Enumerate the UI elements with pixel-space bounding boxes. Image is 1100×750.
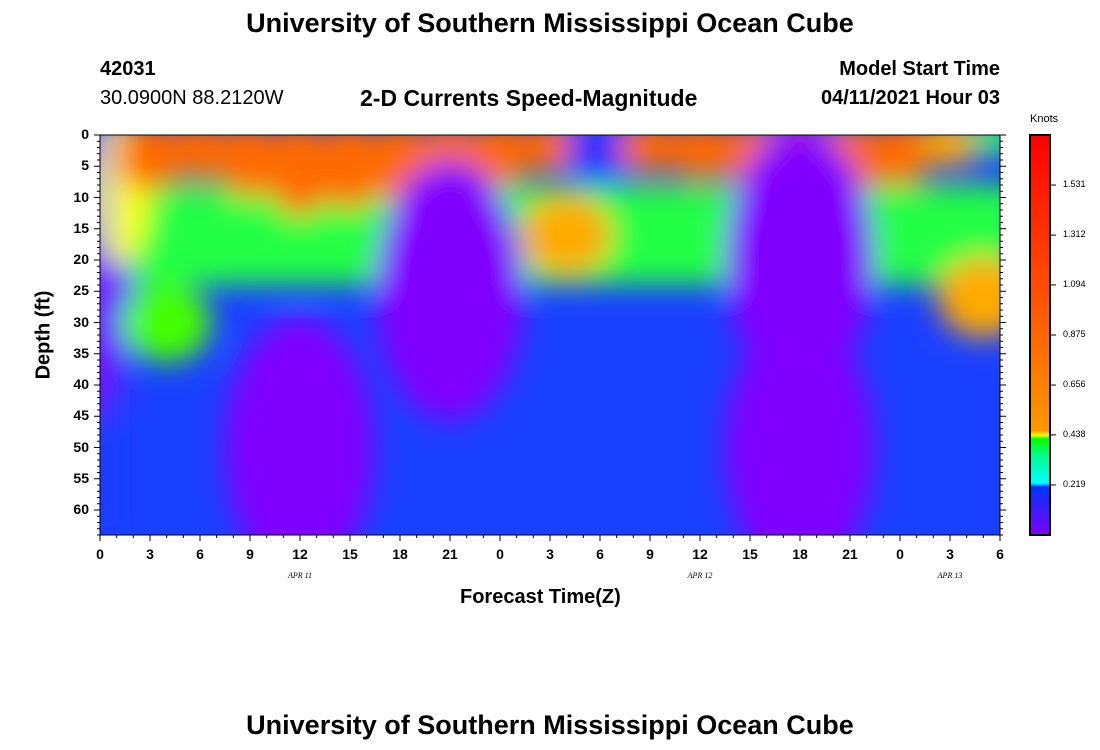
date-label: APR 11 [287,571,313,580]
surface-cell-13 [668,135,732,179]
x-tick-label: 15 [342,546,358,562]
y-tick-label: 35 [73,344,89,361]
feature-0 [121,282,212,363]
x-tick-label: 9 [646,546,654,562]
x-tick-label: 3 [946,546,954,562]
chart-subtitle: 2-D Currents Speed-Magnitude [360,85,698,111]
surface-cell-18 [918,135,982,166]
surface-cell-17 [868,135,932,185]
x-axis-title: Forecast Time(Z) [460,586,621,608]
y-tick-label: 0 [81,126,89,142]
colorbar-unit: Knots [1030,113,1059,125]
date-label: APR 13 [937,571,963,580]
colorbar-tick-label: 0.656 [1063,379,1086,390]
surface-cell-4 [218,135,282,198]
feature-6 [938,257,1000,338]
y-tick-label: 40 [73,376,89,392]
model-start-label: Model Start Time [839,58,1000,80]
left-edge-column [100,135,110,535]
feature-5 [725,317,875,535]
colorbar [1029,134,1051,536]
surface-cell-19 [968,135,1000,154]
feature-2 [375,161,525,422]
x-tick-label: 0 [96,546,104,562]
x-axis [99,535,1001,541]
y-tick-label: 50 [73,438,89,455]
footer-title: University of Southern Mississippi Ocean… [246,710,854,740]
surface-cell-9 [468,135,532,185]
x-tick-label: 3 [546,546,554,562]
x-tick-label: 12 [292,546,308,562]
x-tick-label: 3 [146,546,154,562]
y-tick-label: 25 [73,282,89,299]
x-tick-label: 21 [842,546,858,562]
surface-cell-6 [318,135,382,210]
feature-3 [521,195,612,275]
x-tick-label: 6 [996,546,1004,562]
main-title: University of Southern Mississippi Ocean… [246,8,854,38]
x-tick-label: 18 [392,546,408,562]
surface-cell-11 [568,135,632,185]
heatmap-field [100,135,1000,535]
model-start-value: 04/11/2021 Hour 03 [820,87,1000,109]
colorbar-tick-label: 0.875 [1063,329,1086,339]
x-tick-label: 0 [896,546,904,562]
y-tick-label: 10 [73,188,89,205]
y-tick-label: 30 [73,313,89,330]
station-id: 42031 [100,58,156,80]
colorbar-ticks [1050,184,1056,486]
colorbar-tick-label: 1.312 [1063,229,1086,240]
x-tick-label: 6 [196,546,204,562]
x-tick-label: 18 [792,546,808,562]
surface-cell-12 [618,135,682,173]
x-tick-label: 21 [442,546,458,562]
y-axis [94,134,1006,536]
station-location: 30.0900N 88.2120W [100,87,284,109]
colorbar-tick-label: 0.438 [1063,428,1086,439]
y-tick-label: 45 [73,407,89,424]
x-tick-label: 15 [742,546,758,562]
y-tick-label: 20 [73,251,89,267]
colorbar-tick-label: 1.094 [1063,278,1086,289]
surface-cell-5 [268,135,332,216]
y-tick-label: 15 [73,219,89,236]
colorbar-tick-label: 0.219 [1063,478,1086,489]
x-tick-label: 9 [246,546,254,562]
feature-4 [725,135,875,390]
feature-1 [225,317,375,535]
date-label: APR 12 [687,571,713,580]
y-tick-label: 55 [73,469,89,486]
surface-cell-2 [118,135,182,191]
y-tick-label: 60 [73,501,89,517]
x-tick-label: 6 [596,546,604,562]
x-tick-label: 12 [692,546,708,562]
y-tick-label: 5 [81,157,89,174]
surface-cell-3 [168,135,232,179]
x-tick-label: 0 [496,546,504,562]
surface-cell-10 [518,135,582,173]
colorbar-tick-label: 1.531 [1063,179,1086,190]
